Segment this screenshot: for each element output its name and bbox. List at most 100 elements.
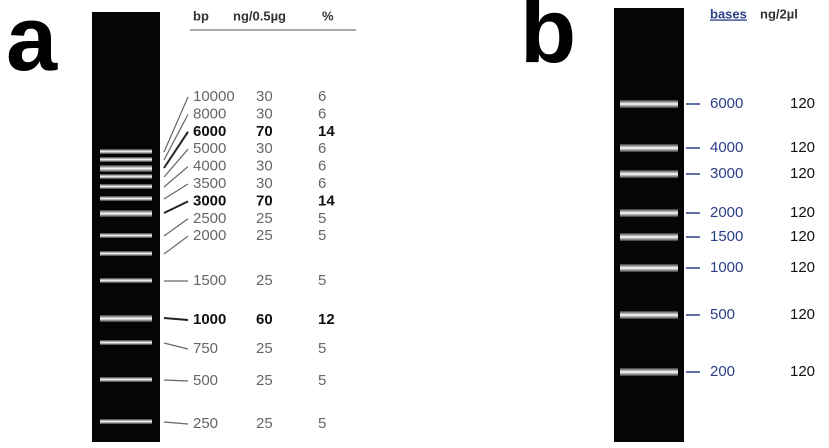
size-label: 5000 [193,140,226,157]
gel-band [620,144,678,152]
gel-lane [614,8,684,442]
mass-label: 120 [790,228,815,245]
gel-band [100,196,152,201]
gel-band [100,278,152,283]
percent-label: 5 [318,272,326,289]
gel-band [100,377,152,382]
gel-band [620,170,678,178]
leader-line [164,219,188,236]
percent-label: 14 [318,123,335,140]
gel-band [620,233,678,241]
size-label: 2500 [193,210,226,227]
size-label: 6000 [193,123,226,140]
gel-band [620,264,678,272]
mass-label: 120 [790,259,815,276]
page: a bp ng/0.5µg % b bases ng/2µl 10000 30 6 8… [0,0,829,448]
size-label: 200 [710,363,735,380]
mass-label: 25 [256,415,273,432]
percent-label: 5 [318,340,326,357]
gel-band [620,209,678,217]
mass-label: 25 [256,372,273,389]
gel-band [100,340,152,345]
gel-band [620,100,678,108]
gel-band [100,157,152,162]
mass-label: 30 [256,158,273,175]
size-label: 750 [193,340,218,357]
size-label: 3500 [193,175,226,192]
mass-label: 25 [256,227,273,244]
gel-band [100,233,152,238]
panel-letter: b [520,0,576,82]
gel-band [100,174,152,179]
mass-label: 120 [790,306,815,323]
size-label: 8000 [193,105,226,122]
gel-band [620,368,678,376]
leader-line [164,201,188,213]
gel-band [100,165,152,172]
leader-line [164,318,188,320]
percent-label: 6 [318,158,326,175]
percent-label: 6 [318,88,326,105]
mass-label: 120 [790,204,815,221]
size-label: 3000 [710,165,743,182]
column-header: ng/0.5µg [233,8,286,23]
gel-band [100,184,152,189]
size-label: 3000 [193,192,226,209]
mass-label: 120 [790,165,815,182]
mass-label: 30 [256,175,273,192]
size-label: 1500 [710,228,743,245]
mass-label: 120 [790,139,815,156]
mass-label: 30 [256,88,273,105]
mass-label: 60 [256,311,273,328]
mass-label: 30 [256,140,273,157]
percent-label: 5 [318,415,326,432]
leader-line [164,184,188,199]
mass-label: 25 [256,340,273,357]
leader-line [164,380,188,381]
percent-label: 5 [318,227,326,244]
column-header: % [322,8,334,23]
gel-band [100,315,152,322]
size-label: 2000 [710,204,743,221]
column-header: ng/2µl [760,6,798,21]
gel-band [620,311,678,319]
figure: a bp ng/0.5µg % b bases ng/2µl 10000 30 6 8… [0,0,829,448]
gel-band [100,419,152,424]
size-label: 2000 [193,227,226,244]
size-label: 500 [710,306,735,323]
leader-line [164,343,188,349]
mass-label: 30 [256,105,273,122]
percent-label: 6 [318,105,326,122]
size-label: 1000 [710,259,743,276]
size-label: 1500 [193,272,226,289]
percent-label: 5 [318,372,326,389]
size-label: 10000 [193,88,235,105]
percent-label: 14 [318,192,335,209]
gel-band [100,149,152,154]
percent-label: 6 [318,175,326,192]
percent-label: 12 [318,311,335,328]
mass-label: 25 [256,210,273,227]
size-label: 4000 [710,139,743,156]
percent-label: 5 [318,210,326,227]
size-label: 6000 [710,95,743,112]
percent-label: 6 [318,140,326,157]
column-header: bp [193,8,209,23]
size-label: 1000 [193,311,226,328]
size-label: 4000 [193,158,226,175]
leader-line [164,422,188,424]
column-header: bases [710,6,747,21]
mass-label: 25 [256,272,273,289]
gel-band [100,251,152,256]
gel-band [100,210,152,217]
size-label: 500 [193,372,218,389]
leader-line [164,236,188,254]
size-label: 250 [193,415,218,432]
mass-label: 70 [256,123,273,140]
leader-line [164,97,188,152]
panel-letter: a [6,0,58,90]
mass-label: 120 [790,95,815,112]
mass-label: 70 [256,192,273,209]
leader-line [164,167,188,187]
mass-label: 120 [790,363,815,380]
